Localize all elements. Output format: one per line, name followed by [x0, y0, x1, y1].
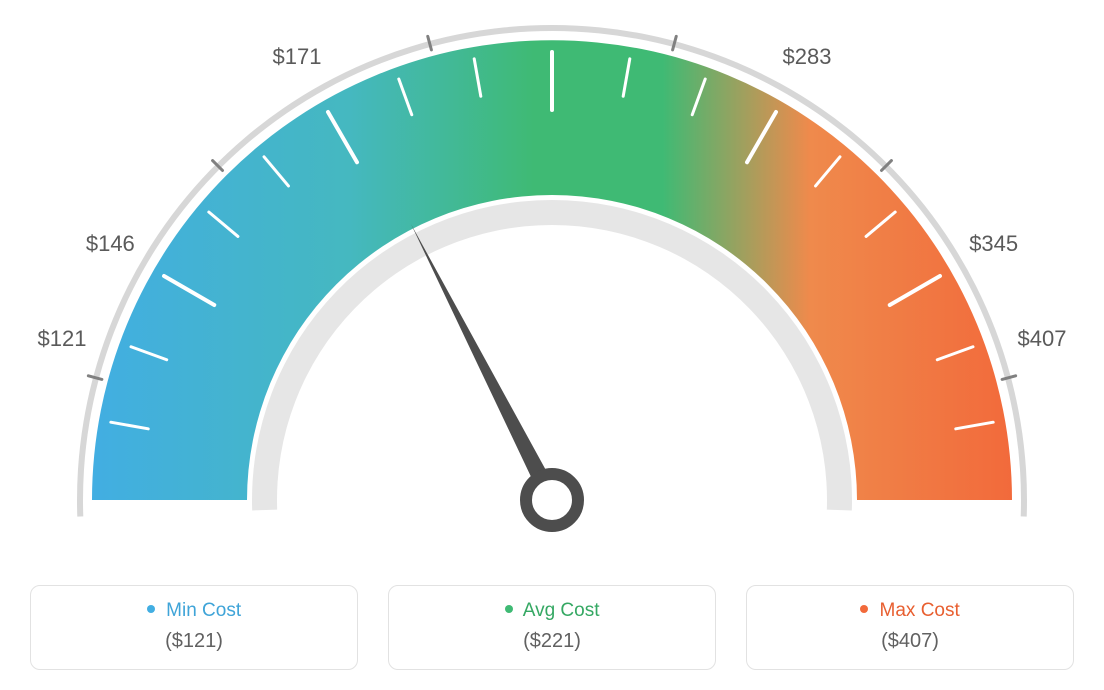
- legend-max-value: ($407): [763, 630, 1057, 653]
- gauge-tick-label: $146: [86, 231, 135, 256]
- legend-card-avg: Avg Cost ($221): [388, 585, 716, 670]
- legend-max-label: Max Cost: [880, 600, 960, 621]
- legend-min-label: Min Cost: [166, 600, 241, 621]
- legend-min-title: Min Cost: [47, 600, 341, 622]
- gauge-tick-label: $283: [783, 44, 832, 69]
- gauge-tick-label: $407: [1018, 326, 1067, 351]
- gauge-tick-label: $221: [528, 0, 577, 1]
- legend-row: Min Cost ($121) Avg Cost ($221) Max Cost…: [0, 585, 1104, 670]
- cost-gauge: $121 $146 $171 $221 $283 $345 $407: [0, 0, 1104, 560]
- legend-card-max: Max Cost ($407): [746, 585, 1074, 670]
- legend-min-value: ($121): [47, 630, 341, 653]
- gauge-tick-label: $121: [38, 326, 87, 351]
- dot-icon: [147, 605, 155, 613]
- legend-avg-title: Avg Cost: [405, 600, 699, 622]
- gauge-tick-label: $345: [969, 231, 1018, 256]
- legend-card-min: Min Cost ($121): [30, 585, 358, 670]
- legend-avg-value: ($221): [405, 630, 699, 653]
- gauge-tick-label: $171: [273, 44, 322, 69]
- legend-max-title: Max Cost: [763, 600, 1057, 622]
- dot-icon: [505, 605, 513, 613]
- legend-avg-label: Avg Cost: [523, 600, 600, 621]
- dot-icon: [860, 605, 868, 613]
